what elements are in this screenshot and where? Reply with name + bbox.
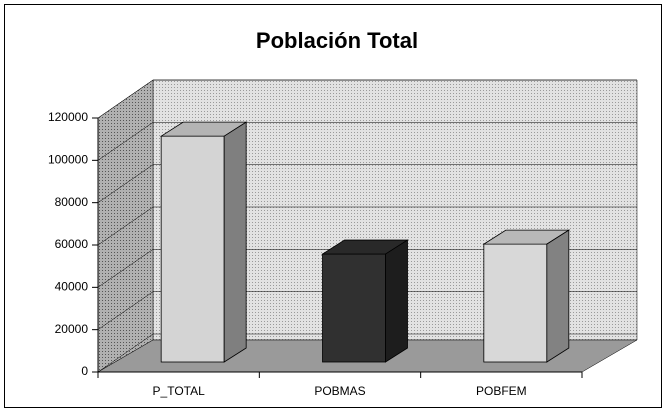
- chart-title: Población Total: [256, 28, 418, 53]
- y-tick-label: 40000: [55, 280, 89, 294]
- bar-side: [385, 239, 408, 363]
- y-tick-label: 100000: [48, 153, 88, 167]
- y-tick-label: 80000: [55, 195, 89, 209]
- y-tick-label: 0: [81, 364, 88, 378]
- grid-line: [97, 249, 637, 288]
- bar-front: [160, 135, 225, 363]
- y-tick-label: 20000: [55, 322, 89, 336]
- y-tick-label: 60000: [55, 237, 89, 251]
- grid-line: [97, 333, 637, 373]
- x-tick-label: P_TOTAL: [153, 384, 206, 398]
- x-tick-label: POBFEM: [476, 384, 527, 398]
- grid-line: [97, 79, 637, 119]
- grid-line: [97, 164, 637, 203]
- bar-side: [546, 229, 570, 363]
- bar-front: [322, 253, 386, 363]
- bar-front: [483, 243, 548, 363]
- grid-line: [97, 122, 637, 161]
- x-tick-label: POBMAS: [314, 384, 365, 398]
- grid-line: [97, 291, 637, 330]
- y-tick-label: 120000: [48, 110, 88, 124]
- bar-side: [223, 121, 247, 363]
- grid-line: [97, 206, 637, 246]
